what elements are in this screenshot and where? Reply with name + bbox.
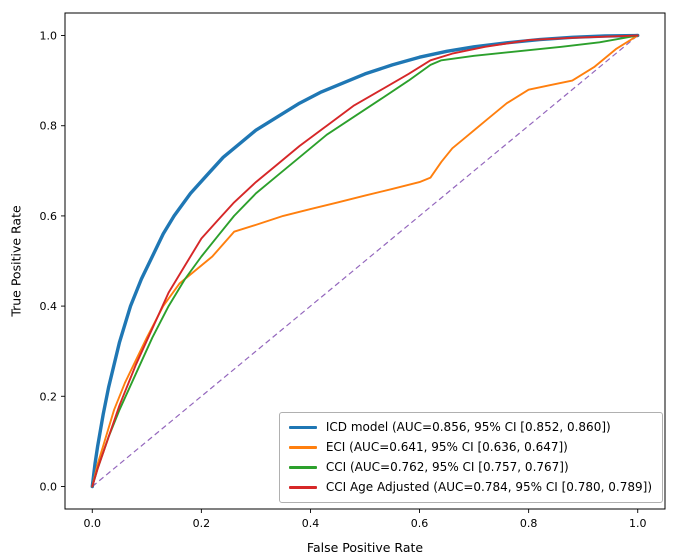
x-tick-label: 0.6: [411, 517, 429, 530]
x-tick-label: 0.0: [84, 517, 102, 530]
y-tick-label: 0.8: [40, 120, 58, 133]
legend-item-icd-model: ICD model (AUC=0.856, 95% CI [0.852, 0.8…: [288, 420, 652, 435]
x-tick-label: 1.0: [629, 517, 647, 530]
legend-label: CCI Age Adjusted (AUC=0.784, 95% CI [0.7…: [325, 480, 652, 494]
x-tick-label: 0.4: [302, 517, 320, 530]
legend-item-cci: CCI (AUC=0.762, 95% CI [0.757, 0.767]): [288, 460, 652, 475]
legend-line-swatch: [288, 425, 317, 430]
x-axis-label: False Positive Rate: [306, 540, 424, 555]
legend: ICD model (AUC=0.856, 95% CI [0.852, 0.8…: [278, 412, 663, 503]
x-tick-label: 0.2: [193, 517, 211, 530]
y-tick-label: 0.6: [40, 210, 58, 223]
chance-diagonal-line: [91, 35, 639, 487]
roc-curve-cci-age-adjusted: [91, 34, 639, 488]
roc-curve-cci: [91, 34, 639, 488]
legend-line-swatch: [288, 446, 317, 449]
legend-item-cci-age-adjusted: CCI Age Adjusted (AUC=0.784, 95% CI [0.7…: [288, 480, 652, 495]
legend-line-swatch: [288, 486, 317, 489]
axes-spines: [64, 12, 666, 510]
roc-curve-icd-model: [90, 33, 640, 489]
legend-item-eci: ECI (AUC=0.641, 95% CI [0.636, 0.647]): [288, 440, 652, 455]
roc-curve-eci: [91, 34, 639, 488]
y-tick-label: 0.4: [40, 300, 58, 313]
legend-label: ECI (AUC=0.641, 95% CI [0.636, 0.647]): [325, 440, 568, 454]
legend-label: ICD model (AUC=0.856, 95% CI [0.852, 0.8…: [325, 420, 611, 434]
y-tick-label: 0.0: [40, 480, 58, 493]
legend-line-swatch: [288, 466, 317, 469]
y-tick-label: 0.2: [40, 390, 58, 403]
x-tick-label: 0.8: [520, 517, 538, 530]
y-axis-label: True Positive Rate: [8, 205, 24, 317]
y-tick-label: 1.0: [40, 30, 58, 43]
legend-label: CCI (AUC=0.762, 95% CI [0.757, 0.767]): [325, 460, 569, 474]
